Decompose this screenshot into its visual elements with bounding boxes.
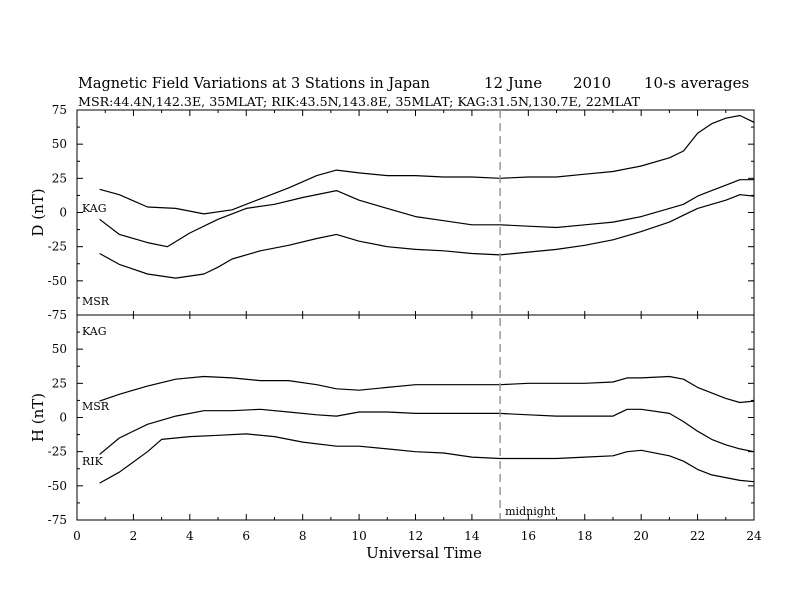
y-tick-label: 0 xyxy=(59,411,67,425)
y-tick-label: -25 xyxy=(48,240,67,254)
y-tick-label: 50 xyxy=(52,137,67,151)
x-tick-label: 6 xyxy=(242,529,250,543)
y-axis-label: D (nT) xyxy=(29,188,47,236)
station-label: KAG xyxy=(82,325,107,338)
y-tick-label: -50 xyxy=(48,479,67,493)
chart-subtitle: MSR:44.4N,142.3E, 35MLAT; RIK:43.5N,143.… xyxy=(78,95,640,109)
panel-0: 75 50 25 0 -25 -50 -75 D (nT) KAG MSR xyxy=(29,103,755,322)
x-tick-label: 16 xyxy=(521,529,536,543)
chart-title-year: 2010 xyxy=(573,74,611,92)
station-label: MSR xyxy=(82,400,110,413)
y-tick-label: -25 xyxy=(48,445,67,459)
x-tick-label: 8 xyxy=(299,529,307,543)
plot-panels: 75 50 25 0 -25 -50 -75 D (nT) KAG MSR 50 25 0 -25 -50 -… xyxy=(29,103,762,543)
y-tick-label: -75 xyxy=(48,308,67,322)
station-label: MSR xyxy=(82,295,110,308)
x-tick-label: 4 xyxy=(186,529,194,543)
x-tick-label: 12 xyxy=(408,529,423,543)
station-label: RIK xyxy=(82,455,104,468)
y-axis-label: H (nT) xyxy=(29,393,47,442)
x-tick-label: 24 xyxy=(746,529,762,543)
series-line-rik xyxy=(99,179,754,248)
series-line-kag xyxy=(99,114,755,215)
y-tick-label: 25 xyxy=(52,376,67,390)
midnight-label: midnight xyxy=(505,505,556,518)
series-line-msr xyxy=(99,194,755,279)
x-tick-label: 20 xyxy=(634,529,649,543)
y-tick-label: 75 xyxy=(52,103,67,117)
chart-title: Magnetic Field Variations at 3 Stations … xyxy=(78,74,430,92)
x-axis-label: Universal Time xyxy=(366,544,482,562)
series-line-kag xyxy=(99,375,755,404)
x-tick-label: 18 xyxy=(577,529,592,543)
chart-title-note: 10-s averages xyxy=(644,74,749,92)
y-tick-label: -75 xyxy=(48,513,67,527)
y-tick-label: -50 xyxy=(48,274,67,288)
panel-1: 50 25 0 -25 -50 -75 H (nT) KAG MSR RIK xyxy=(29,314,755,527)
y-tick-label: 50 xyxy=(52,342,67,356)
x-tick-label: 10 xyxy=(351,529,366,543)
y-tick-label: 25 xyxy=(52,171,67,185)
x-tick-label: 14 xyxy=(464,529,480,543)
x-tick-label: 22 xyxy=(690,529,705,543)
y-tick-label: 0 xyxy=(59,206,67,220)
panel-frame xyxy=(76,109,755,316)
panel-frame xyxy=(76,314,755,521)
x-tick-label: 0 xyxy=(73,529,81,543)
series-line-rik xyxy=(99,433,755,484)
station-label: KAG xyxy=(82,202,107,215)
chart-title-date: 12 June xyxy=(484,74,542,92)
x-tick-label: 2 xyxy=(130,529,138,543)
series-line-msr xyxy=(99,408,755,455)
